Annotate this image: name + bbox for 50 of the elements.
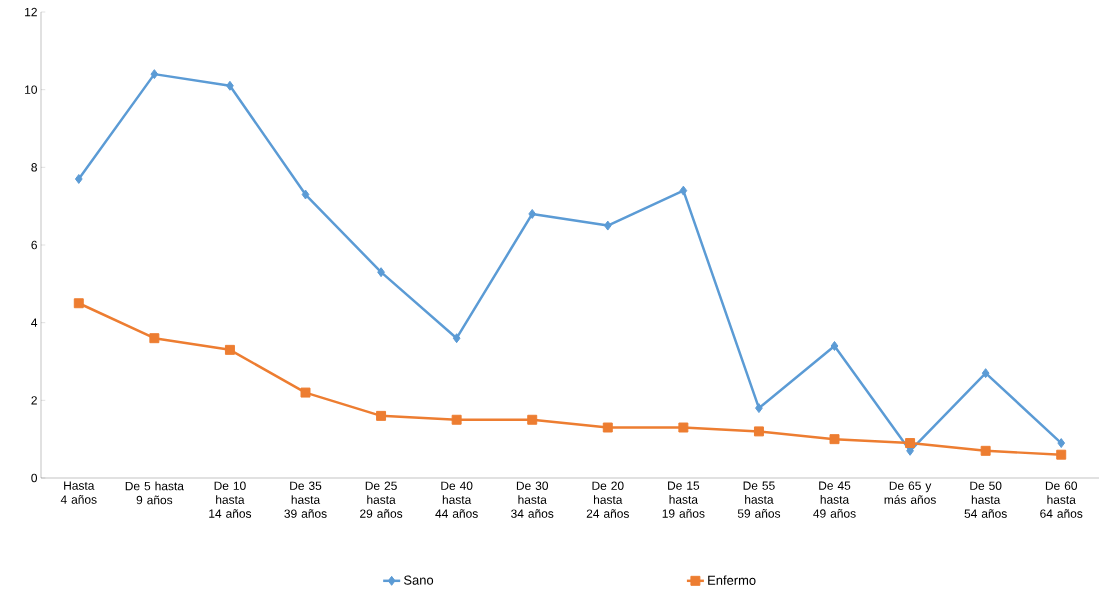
point (452, 333, 461, 344)
y-tick-label: 6 (31, 240, 37, 250)
legend-label: Sano (404, 575, 434, 585)
y-tick-label: 8 (31, 163, 37, 172)
point (678, 422, 689, 433)
x-tick-label: Hasta 4 años (60, 481, 97, 504)
x-tick-label: De 10 hasta 14 años (209, 481, 252, 518)
point (377, 267, 385, 278)
point (981, 368, 990, 379)
point (1056, 449, 1067, 460)
point (980, 445, 991, 456)
x-tick-label: De 60 hasta 64 años (1040, 481, 1083, 518)
point (300, 387, 311, 398)
y-tick-label: 4 (31, 318, 38, 327)
point (679, 185, 688, 196)
y-tick-label: 12 (25, 7, 37, 17)
x-tick-label: De 20 hasta 24 años (586, 481, 629, 518)
point (603, 220, 612, 231)
point (905, 438, 916, 449)
point (755, 403, 763, 414)
point (829, 434, 840, 445)
x-tick-label: De 45 hasta 49 años (813, 481, 856, 518)
point (224, 344, 235, 355)
point (301, 189, 310, 200)
point (830, 340, 839, 351)
x-tick-label: De 25 hasta 29 años (360, 481, 403, 518)
point (73, 298, 84, 309)
point (527, 414, 538, 425)
x-tick-label: De 15 hasta 19 años (662, 481, 705, 518)
point (602, 422, 613, 433)
x-tick-label: De 40 hasta 44 años (435, 481, 478, 518)
x-tick-label: De 5 hasta 9 años (125, 481, 184, 505)
point (226, 80, 234, 91)
y-tick-label: 10 (25, 85, 38, 94)
legend-label: Enfermo (708, 575, 756, 585)
point (451, 414, 462, 425)
x-tick-label: De 30 hasta 34 años (511, 481, 554, 518)
y-tick-label: 0 (31, 473, 38, 483)
x-tick-label: De 55 hasta 59 años (737, 481, 781, 518)
point (753, 426, 764, 437)
point (74, 174, 83, 184)
x-tick-label: De 35 hasta 39 años (284, 481, 327, 518)
point (1057, 438, 1066, 449)
x-tick-label: De 50 hasta 54 años (964, 481, 1007, 518)
point (150, 69, 159, 80)
point (149, 333, 160, 344)
point (376, 410, 387, 421)
x-tick-label: De 65 y más años (884, 481, 936, 504)
point (528, 208, 537, 219)
y-tick-label: 2 (31, 396, 37, 405)
